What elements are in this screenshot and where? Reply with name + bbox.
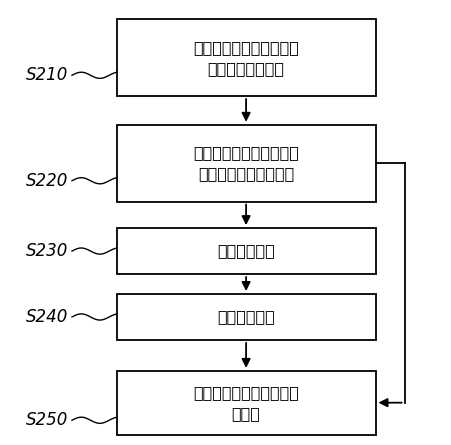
Text: 未来时间点堆芯氙浓度预
测计算: 未来时间点堆芯氙浓度预 测计算 (193, 384, 299, 421)
Bar (116, 19, 375, 96)
Text: 展开系数外推: 展开系数外推 (217, 309, 274, 324)
Bar (116, 371, 375, 434)
Text: S220: S220 (26, 172, 69, 190)
Text: S240: S240 (26, 308, 69, 326)
Bar (116, 125, 375, 202)
Text: 计算当前时间点、过去时
间点的堆芯氙浓度: 计算当前时间点、过去时 间点的堆芯氙浓度 (193, 40, 299, 76)
Bar (116, 228, 375, 274)
Text: S210: S210 (26, 66, 69, 84)
Bar (116, 294, 375, 340)
Text: 展开系数拟合: 展开系数拟合 (217, 243, 274, 259)
Text: 本征正交分解，本征正交
基函数和展开系数计算: 本征正交分解，本征正交 基函数和展开系数计算 (193, 145, 299, 181)
Text: S230: S230 (26, 242, 69, 260)
Text: S250: S250 (26, 411, 69, 429)
